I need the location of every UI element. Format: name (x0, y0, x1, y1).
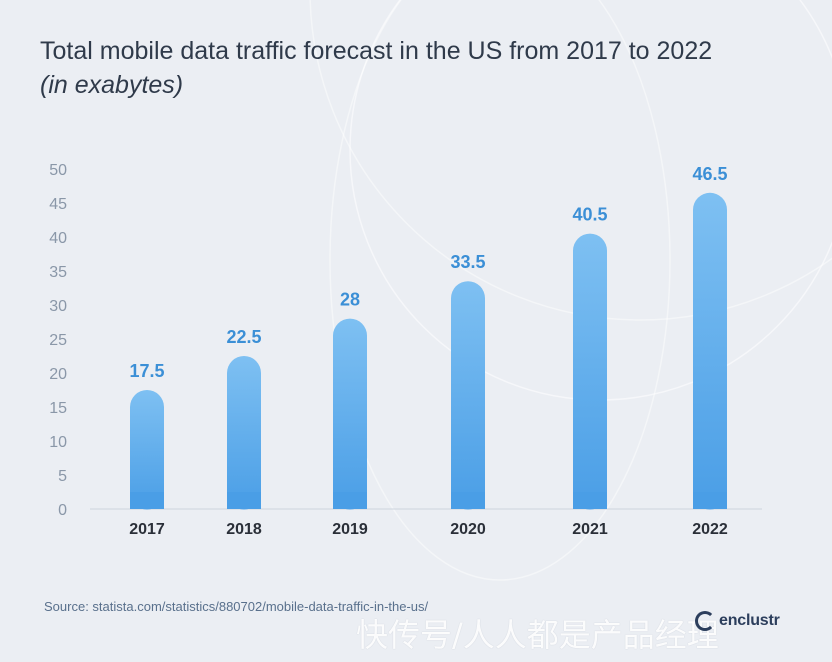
x-tick-label: 2020 (450, 521, 486, 538)
x-tick-label: 2017 (129, 521, 165, 538)
y-tick-label: 40 (49, 230, 67, 247)
x-tick-label: 2022 (692, 521, 728, 538)
x-tick-label: 2018 (226, 521, 262, 538)
brand-logo: enclustr (695, 611, 780, 631)
bar (333, 318, 367, 510)
bar-value-label: 22.5 (226, 327, 261, 347)
bar-base (333, 492, 367, 509)
x-tick-label: 2021 (572, 521, 608, 538)
bar (693, 192, 727, 510)
chart-subtitle: (in exabytes) (40, 71, 184, 99)
bar-body (333, 318, 367, 510)
x-axis-ticks: 2017 2018 2019 2020 2021 2022 (129, 521, 728, 538)
bar (227, 356, 261, 510)
source-text: Source: statista.com/statistics/880702/m… (44, 599, 429, 614)
bar-base (130, 492, 164, 509)
watermark-text: 快传号/人人都是产品经理 (356, 616, 719, 654)
y-tick-label: 0 (58, 502, 67, 519)
bar-value-label: 46.5 (692, 164, 727, 184)
c-ring-icon (695, 611, 715, 631)
bar-body (227, 356, 261, 510)
bar-value-label: 28 (340, 290, 360, 310)
bar-base (693, 492, 727, 509)
y-tick-label: 35 (49, 264, 67, 281)
bar-base (227, 492, 261, 509)
y-tick-label: 20 (49, 366, 67, 383)
bar-value-label: 17.5 (129, 361, 164, 381)
y-tick-label: 15 (49, 400, 67, 417)
y-tick-label: 30 (49, 298, 67, 315)
bar (451, 281, 485, 510)
y-tick-label: 25 (49, 332, 67, 349)
bar-body (693, 192, 727, 510)
chart-title: Total mobile data traffic forecast in th… (40, 34, 820, 102)
value-labels: 17.5 22.5 28 33.5 40.5 46.5 (129, 164, 727, 381)
y-axis-ticks: 0 5 10 15 20 25 30 35 40 45 50 (49, 162, 67, 519)
bar-body (573, 233, 607, 510)
y-tick-label: 50 (49, 162, 67, 179)
y-tick-label: 10 (49, 434, 67, 451)
bar (573, 233, 607, 510)
bar-base (573, 492, 607, 509)
chart-title-main: Total mobile data traffic forecast in th… (40, 37, 713, 65)
bar-base (451, 492, 485, 509)
y-tick-label: 45 (49, 196, 67, 213)
x-tick-label: 2019 (332, 521, 368, 538)
bar-value-label: 40.5 (572, 205, 607, 225)
bar (130, 390, 164, 510)
y-tick-label: 5 (58, 468, 67, 485)
bars (130, 192, 727, 510)
brand-name: enclustr (719, 612, 780, 629)
bar-body (451, 281, 485, 510)
bar-value-label: 33.5 (450, 252, 485, 272)
bar-body (130, 390, 164, 510)
